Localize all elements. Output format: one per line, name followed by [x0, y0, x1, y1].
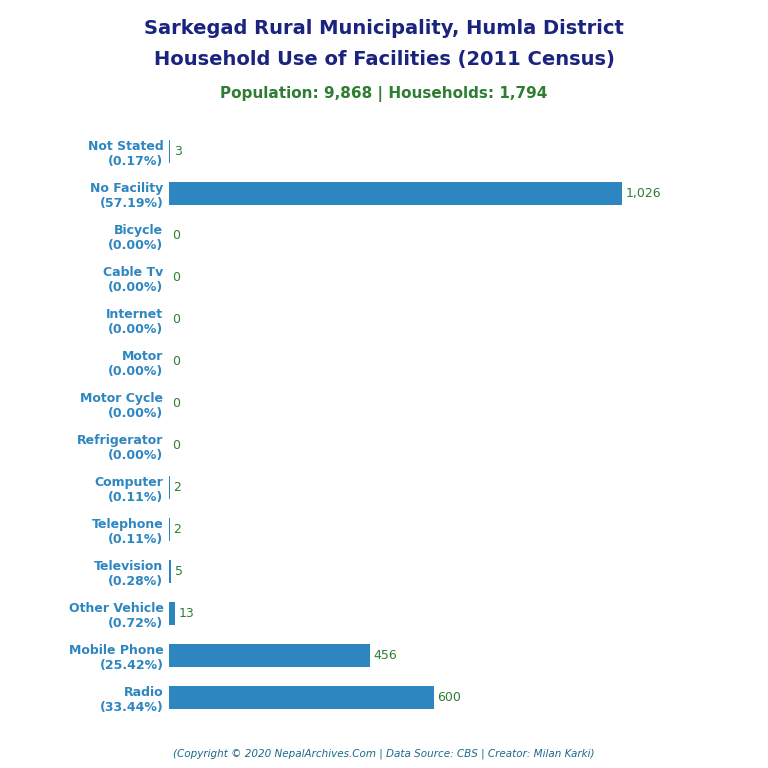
- Text: (Copyright © 2020 NepalArchives.Com | Data Source: CBS | Creator: Milan Karki): (Copyright © 2020 NepalArchives.Com | Da…: [174, 748, 594, 759]
- Text: 0: 0: [173, 397, 180, 410]
- Text: 0: 0: [173, 271, 180, 284]
- Text: 0: 0: [173, 229, 180, 242]
- Text: 600: 600: [438, 690, 462, 703]
- Text: 456: 456: [374, 649, 398, 662]
- Bar: [169, 560, 171, 583]
- Text: 5: 5: [174, 564, 183, 578]
- Text: 13: 13: [178, 607, 194, 620]
- Bar: [169, 182, 622, 205]
- Text: 3: 3: [174, 145, 182, 158]
- Text: Household Use of Facilities (2011 Census): Household Use of Facilities (2011 Census…: [154, 50, 614, 69]
- Text: 0: 0: [173, 439, 180, 452]
- Bar: [169, 140, 170, 163]
- Bar: [169, 602, 174, 625]
- Bar: [169, 644, 370, 667]
- Text: 2: 2: [174, 481, 181, 494]
- Text: Population: 9,868 | Households: 1,794: Population: 9,868 | Households: 1,794: [220, 86, 548, 102]
- Text: 0: 0: [173, 355, 180, 368]
- Text: Sarkegad Rural Municipality, Humla District: Sarkegad Rural Municipality, Humla Distr…: [144, 19, 624, 38]
- Bar: [169, 475, 170, 499]
- Bar: [169, 518, 170, 541]
- Text: 1,026: 1,026: [626, 187, 661, 200]
- Text: 0: 0: [173, 313, 180, 326]
- Text: 2: 2: [174, 523, 181, 536]
- Bar: [169, 686, 434, 709]
